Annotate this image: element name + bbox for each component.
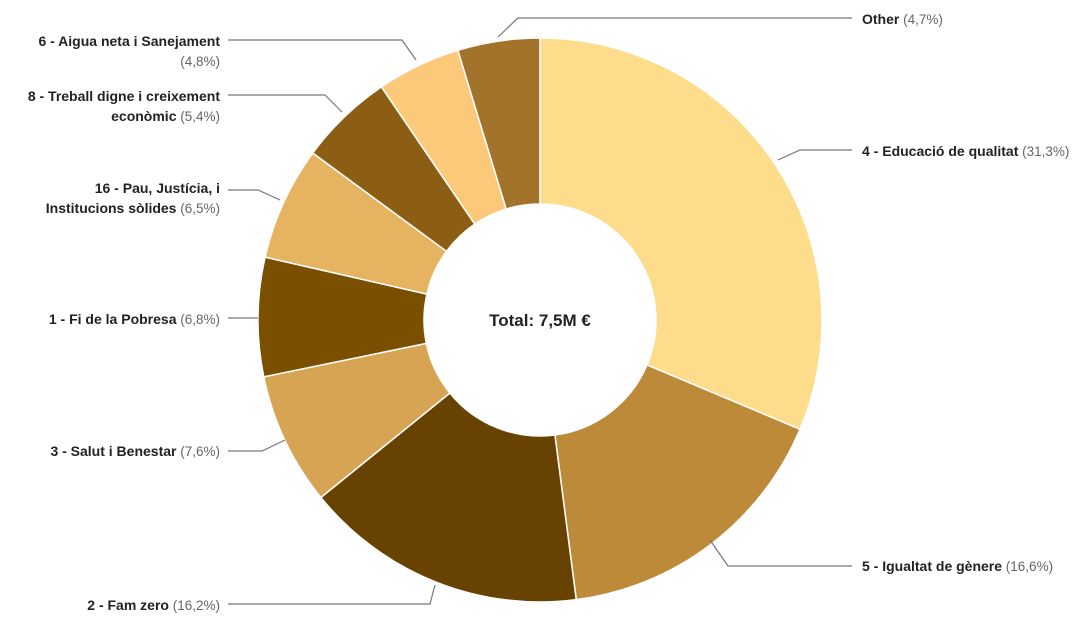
- slice-label-9: Other (4,7%): [862, 11, 943, 27]
- slice-9: [456, 37, 541, 210]
- slice-3: [319, 391, 578, 603]
- slice-label-4: 3 - Salut i Benestar (7,6%): [50, 443, 220, 459]
- center-total-label: Total: 7,5M €: [489, 311, 591, 330]
- slice-label-6: 16 - Pau, Justícia, i Institucions sòlide…: [46, 180, 220, 216]
- slice-label-5: 1 - Fi de la Pobresa (6,8%): [49, 311, 220, 327]
- leader-line-9: [497, 17, 852, 38]
- slice-1: [539, 37, 823, 431]
- leader-lines: [228, 17, 852, 605]
- leader-line-3: [228, 584, 436, 605]
- leader-line-6: [228, 189, 281, 201]
- leader-line-8: [228, 39, 417, 61]
- leader-line-4: [228, 439, 286, 452]
- slice-label-7: 8 - Treball digne i creixement econòmic (…: [28, 88, 221, 124]
- donut-slices: [257, 37, 823, 603]
- slice-label-3: 2 - Fam zero (16,2%): [87, 597, 220, 613]
- leader-line-7: [228, 94, 343, 113]
- slice-labels: 4 - Educació de qualitat (31,3%) 5 - Igua…: [28, 11, 1070, 613]
- slice-2: [554, 363, 801, 601]
- leader-line-2: [709, 539, 852, 567]
- slice-label-1: 4 - Educació de qualitat (31,3%): [862, 143, 1069, 159]
- leader-line-1: [777, 149, 852, 161]
- slice-label-2: 5 - Igualtat de gènere (16,6%): [862, 558, 1053, 574]
- slice-label-8: 6 - Aigua neta i Sanejament (4,8%): [38, 33, 220, 69]
